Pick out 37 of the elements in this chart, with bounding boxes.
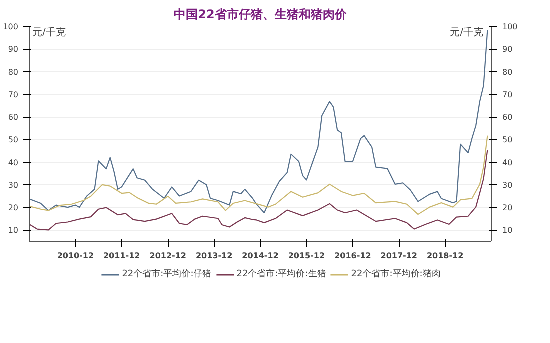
y-tick-label: 20 bbox=[8, 204, 19, 213]
legend-label: 22个省市:平均价:猪肉 bbox=[351, 268, 441, 280]
y-axis-title: 元/千克 bbox=[32, 26, 66, 38]
y-tick-label: 60 bbox=[8, 113, 19, 122]
y-tick-label: 10 bbox=[8, 226, 19, 236]
x-tick-label: 2017-12 bbox=[380, 252, 418, 260]
y2-tick-label: 50 bbox=[502, 136, 513, 145]
y2-tick-label: 70 bbox=[502, 90, 513, 100]
y-tick-label: 80 bbox=[8, 68, 19, 77]
y2-tick-label: 30 bbox=[502, 180, 513, 190]
y2-tick-label: 60 bbox=[502, 113, 513, 122]
x-tick-label: 2013-12 bbox=[196, 252, 233, 260]
x-tick-label: 2012-12 bbox=[150, 252, 187, 260]
y-tick-label: 40 bbox=[8, 158, 19, 168]
x-tick-label: 2011-12 bbox=[103, 252, 140, 260]
y2-tick-label: 20 bbox=[502, 204, 513, 213]
y-tick-label: 90 bbox=[8, 45, 19, 54]
chart-title: 中国22省市仔猪、生猪和猪肉价 bbox=[174, 8, 348, 22]
x-tick-label: 2010-12 bbox=[57, 252, 94, 260]
y2-tick-label: 40 bbox=[502, 158, 513, 168]
y2-tick-label: 90 bbox=[502, 45, 513, 54]
line-series bbox=[30, 135, 488, 216]
y2-axis-title: 元/千克 bbox=[450, 26, 484, 38]
x-tick-label: 2018-12 bbox=[426, 252, 464, 260]
x-tick-label: 2014-12 bbox=[242, 252, 279, 260]
y-tick-label: 70 bbox=[8, 90, 19, 100]
y2-tick-label: 10 bbox=[502, 226, 513, 236]
x-tick-label: 2016-12 bbox=[334, 252, 372, 260]
y2-tick-label: 100 bbox=[502, 22, 518, 32]
y-tick-label: 30 bbox=[8, 180, 19, 190]
x-tick-label: 2015-12 bbox=[288, 252, 326, 260]
y-tick-label: 100 bbox=[3, 22, 19, 32]
line-series bbox=[30, 150, 488, 231]
legend-label: 22个省市:平均价:仔猪 bbox=[122, 268, 212, 280]
y-tick-label: 50 bbox=[8, 136, 19, 145]
y2-tick-label: 80 bbox=[502, 68, 513, 77]
legend-label: 22个省市:平均价:生猪 bbox=[236, 268, 326, 280]
